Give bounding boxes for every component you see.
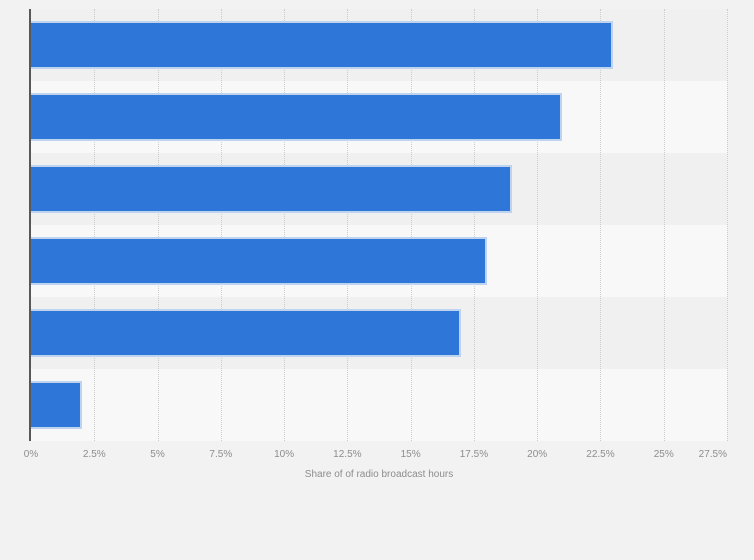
gridline <box>473 9 475 441</box>
x-tick-label: 12.5% <box>333 449 362 460</box>
x-tick-label: 10% <box>274 449 295 460</box>
row-band <box>31 369 727 441</box>
gridline <box>663 9 665 441</box>
gridline <box>94 9 96 441</box>
x-tick-label: 15% <box>400 449 421 460</box>
gridline <box>537 9 539 441</box>
bar-series-value[interactable] <box>31 381 82 429</box>
gridline <box>600 9 602 441</box>
gridline <box>157 9 159 441</box>
x-tick-label: 0% <box>23 449 39 460</box>
plot-area <box>29 9 728 441</box>
x-tick-label: 5% <box>150 449 165 460</box>
x-tick-label: 7.5% <box>209 449 233 460</box>
gridline <box>410 9 412 441</box>
x-axis-title: Share of of radio broadcast hours <box>304 469 454 480</box>
bar-series-value[interactable] <box>31 21 614 69</box>
bar-series-value[interactable] <box>31 309 462 357</box>
bar-series-value[interactable] <box>31 93 563 141</box>
x-tick-label: 2.5% <box>82 449 106 460</box>
gridline <box>220 9 222 441</box>
bar-series-value[interactable] <box>31 237 487 285</box>
gridline <box>347 9 349 441</box>
x-tick-label: 25% <box>653 449 674 460</box>
bar-series-value[interactable] <box>31 165 512 213</box>
x-tick-label: 20% <box>527 449 548 460</box>
gridline <box>284 9 286 441</box>
x-axis-tick-labels: 0% 2.5% 5% 7.5% 10% 12.5% 15% 17.5% 20% 22.5% 25% 2… <box>24 449 727 463</box>
gridline <box>727 9 728 441</box>
y-axis-line <box>29 9 31 441</box>
x-tick-label: 27.5% <box>698 449 727 460</box>
x-tick-label: 22.5% <box>586 449 615 460</box>
x-tick-label: 17.5% <box>459 449 489 460</box>
